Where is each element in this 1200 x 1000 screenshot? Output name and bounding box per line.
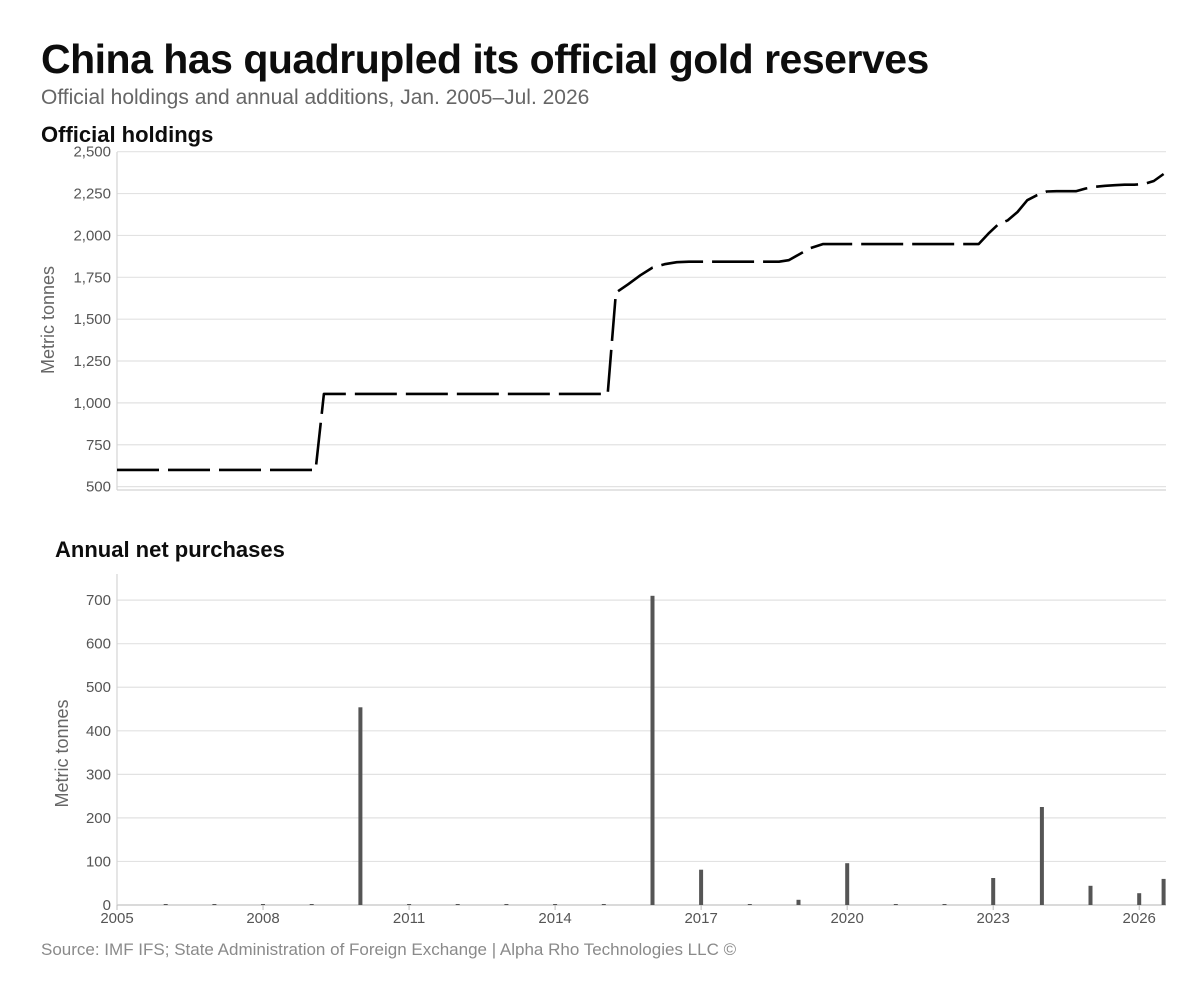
purchases-panel-title: Annual net purchases xyxy=(55,537,285,562)
purchase-bar xyxy=(261,904,265,905)
holdings-y-tick-label: 2,250 xyxy=(73,186,111,203)
purchases-y-tick-label: 700 xyxy=(86,592,111,609)
holdings-y-ticks: 500 750 1,000 1,250 1,500 1,750 2,000 2,250 2,50… xyxy=(73,144,111,496)
purchase-bar xyxy=(991,878,996,905)
purchase-bar xyxy=(309,904,314,905)
purchases-y-tick-label: 600 xyxy=(86,636,111,653)
chart-title: China has quadrupled its official gold r… xyxy=(41,36,929,82)
holdings-y-tick-label: 750 xyxy=(86,437,111,454)
purchase-bar xyxy=(747,904,752,905)
purchase-bar xyxy=(1137,893,1142,905)
purchases-y-tick-label: 500 xyxy=(86,679,111,696)
holdings-panel-title: Official holdings xyxy=(41,122,214,147)
purchases-y-tick-label: 400 xyxy=(86,723,111,740)
purchases-x-tick-label: 2017 xyxy=(684,910,717,927)
purchase-bar xyxy=(1088,885,1093,905)
purchase-bar xyxy=(163,904,168,905)
holdings-y-tick-label: 1,500 xyxy=(73,311,111,328)
purchases-x-tick-label: 2011 xyxy=(393,910,425,927)
purchase-bar xyxy=(650,595,655,905)
purchase-bar xyxy=(601,904,606,905)
purchases-y-tick-label: 200 xyxy=(86,810,111,827)
purchase-bar xyxy=(845,863,850,905)
purchase-bar xyxy=(1161,878,1166,905)
purchases-y-tick-label: 100 xyxy=(86,853,111,870)
purchase-bar xyxy=(699,869,704,905)
holdings-y-tick-label: 2,000 xyxy=(73,227,111,244)
purchases-x-tick-label: 2008 xyxy=(246,910,279,927)
purchase-bar xyxy=(504,904,509,905)
purchase-bar xyxy=(553,904,558,905)
holdings-y-tick-label: 500 xyxy=(86,479,111,496)
purchases-y-tick-label: 0 xyxy=(103,897,111,914)
purchase-bar xyxy=(1039,807,1044,905)
purchase-bar xyxy=(212,904,217,905)
purchases-x-tick-label: 2005 xyxy=(100,910,133,927)
purchases-x-tick-label: 2023 xyxy=(977,910,1010,927)
purchase-bar xyxy=(942,904,947,905)
purchases-y-tick-label: 300 xyxy=(86,766,111,783)
purchases-x-tick-label: 2026 xyxy=(1123,910,1156,927)
holdings-line xyxy=(117,172,1165,472)
purchase-bar xyxy=(796,899,801,905)
holdings-y-tick-label: 1,000 xyxy=(73,395,111,412)
holdings-line-group xyxy=(117,172,1165,472)
purchase-bar xyxy=(455,904,460,905)
purchases-gridlines xyxy=(116,574,1166,906)
purchases-y-ticks: 0 100 200 300 400 500 600 700 xyxy=(86,592,111,914)
purchases-x-ticks: 2005 2008 2011 2014 2017 2020 2023 2026 xyxy=(100,905,1156,927)
purchase-bar xyxy=(407,904,412,905)
purchases-x-tick-label: 2014 xyxy=(538,910,571,927)
source-note: Source: IMF IFS; State Administration of… xyxy=(41,940,737,959)
purchases-y-axis-title: Metric tonnes xyxy=(52,699,72,807)
holdings-y-axis-title: Metric tonnes xyxy=(38,266,58,374)
purchases-x-tick-label: 2020 xyxy=(830,910,863,927)
purchase-bar xyxy=(358,707,363,905)
holdings-gridlines xyxy=(116,151,1166,491)
purchases-bars xyxy=(163,595,1166,905)
holdings-y-tick-label: 1,750 xyxy=(73,269,111,286)
holdings-y-tick-label: 1,250 xyxy=(73,353,111,370)
purchase-bar xyxy=(893,904,898,905)
holdings-y-tick-label: 2,500 xyxy=(73,144,111,161)
chart-subtitle: Official holdings and annual additions, … xyxy=(41,86,590,109)
